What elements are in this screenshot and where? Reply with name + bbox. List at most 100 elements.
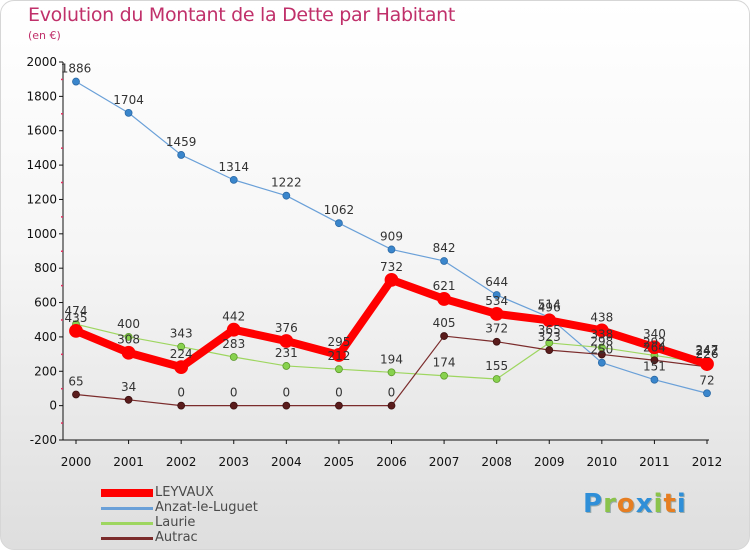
- data-point: [440, 371, 448, 380]
- data-label: 438: [590, 310, 613, 324]
- data-point: [597, 350, 606, 359]
- data-point: [335, 365, 343, 374]
- data-label: 1886: [61, 62, 92, 76]
- data-label: 0: [388, 386, 396, 400]
- axes: -200020040060080010001200140016001800200…: [26, 55, 722, 469]
- data-label: 1062: [324, 203, 355, 217]
- data-point: [545, 346, 554, 355]
- data-point: [72, 390, 80, 399]
- legend-label: Autrac: [155, 530, 198, 545]
- data-point: [387, 245, 396, 254]
- y-tick-label: -200: [30, 433, 57, 447]
- y-minor-tick: [61, 422, 63, 424]
- y-minor-tick: [61, 216, 63, 218]
- data-point: [279, 334, 294, 348]
- data-point: [282, 191, 291, 200]
- data-point: [124, 395, 133, 404]
- data-label: 0: [177, 386, 185, 400]
- x-tick-label: 2002: [166, 455, 197, 469]
- data-label: 405: [433, 316, 456, 330]
- chart-subtitle: (en €): [28, 29, 61, 42]
- data-point: [703, 389, 711, 398]
- data-label: 323: [538, 330, 561, 344]
- y-minor-tick: [61, 284, 63, 287]
- data-point: [335, 401, 343, 410]
- data-label: 400: [117, 317, 140, 331]
- data-point: [492, 291, 501, 299]
- data-label: 242: [696, 344, 719, 358]
- data-label: 226: [696, 347, 719, 361]
- data-point: [437, 292, 451, 306]
- x-tick-label: 2009: [534, 455, 565, 469]
- y-tick-label: 1200: [26, 192, 57, 206]
- y-tick-label: 1800: [26, 89, 57, 103]
- data-label: 338: [590, 328, 613, 342]
- data-label: 442: [222, 310, 245, 324]
- data-label: 365: [538, 323, 561, 337]
- x-tick-label: 2005: [324, 455, 355, 469]
- data-point: [384, 272, 399, 287]
- legend-swatch: [101, 537, 153, 540]
- x-tick-label: 2003: [218, 455, 249, 469]
- data-point: [440, 257, 448, 265]
- legend-label: Anzat-le-Luguet: [155, 500, 258, 515]
- data-labels-layer: 1886 1704 1459 1314 1222 1062 909 842 644 514 250 1…: [61, 62, 719, 400]
- legend-item-anzat-le-luguet: Anzat-le-Luguet: [101, 500, 361, 515]
- chart-title: Evolution du Montant de la Dette par Hab…: [28, 4, 456, 26]
- y-tick-label: 2000: [26, 55, 57, 69]
- data-point: [229, 401, 238, 410]
- logo-letter: r: [603, 489, 617, 519]
- data-label: 1314: [218, 160, 249, 174]
- y-tick-label: 1000: [26, 227, 57, 241]
- data-point: [282, 401, 291, 410]
- y-minor-tick: [61, 181, 63, 184]
- data-point: [282, 362, 291, 370]
- data-point: [226, 322, 241, 337]
- y-tick-label: 600: [34, 296, 57, 310]
- logo-letter: i: [653, 489, 664, 519]
- data-label: 224: [170, 347, 193, 361]
- data-label: 621: [433, 279, 456, 293]
- logo-letter: t: [663, 489, 677, 519]
- data-point: [489, 306, 504, 321]
- data-label: 250: [590, 343, 613, 357]
- legend-item-autrac: Autrac: [101, 530, 361, 545]
- data-label: 474: [65, 304, 88, 318]
- data-label: 0: [230, 386, 238, 400]
- data-label: 496: [538, 300, 561, 314]
- legend-item-leyvaux: LEYVAUX: [101, 485, 361, 500]
- x-tick-label: 2001: [113, 455, 144, 469]
- logo-letter: o: [616, 489, 636, 519]
- data-point: [177, 342, 186, 351]
- x-tick-label: 2010: [587, 455, 618, 469]
- legend-label: Laurie: [155, 515, 196, 530]
- legend-label: LEYVAUX: [155, 485, 214, 500]
- data-label: 34: [121, 380, 136, 394]
- data-point: [177, 401, 186, 410]
- x-tick-label: 2011: [639, 455, 670, 469]
- data-label: 292: [643, 335, 666, 349]
- data-point: [594, 323, 609, 338]
- data-label: 909: [380, 229, 403, 243]
- x-tick-label: 2000: [61, 455, 92, 469]
- y-tick-label: 400: [34, 330, 57, 344]
- data-point: [542, 313, 557, 328]
- series-layer: [69, 77, 714, 410]
- data-label: 194: [380, 352, 403, 366]
- data-label: 644: [485, 275, 508, 289]
- data-label: 534: [485, 294, 508, 308]
- y-tick-label: 1600: [26, 124, 57, 138]
- data-label: 842: [433, 241, 456, 255]
- data-label: 1222: [271, 176, 302, 190]
- legend-swatch: [101, 507, 153, 510]
- data-point: [121, 345, 136, 360]
- data-point: [335, 219, 343, 228]
- logo-letter: P: [583, 489, 604, 519]
- data-point: [332, 348, 346, 362]
- data-label: 65: [68, 374, 83, 388]
- legend-swatch: [101, 489, 153, 497]
- data-label: 372: [485, 322, 508, 336]
- data-label: 72: [699, 373, 714, 387]
- data-label: 155: [485, 359, 508, 373]
